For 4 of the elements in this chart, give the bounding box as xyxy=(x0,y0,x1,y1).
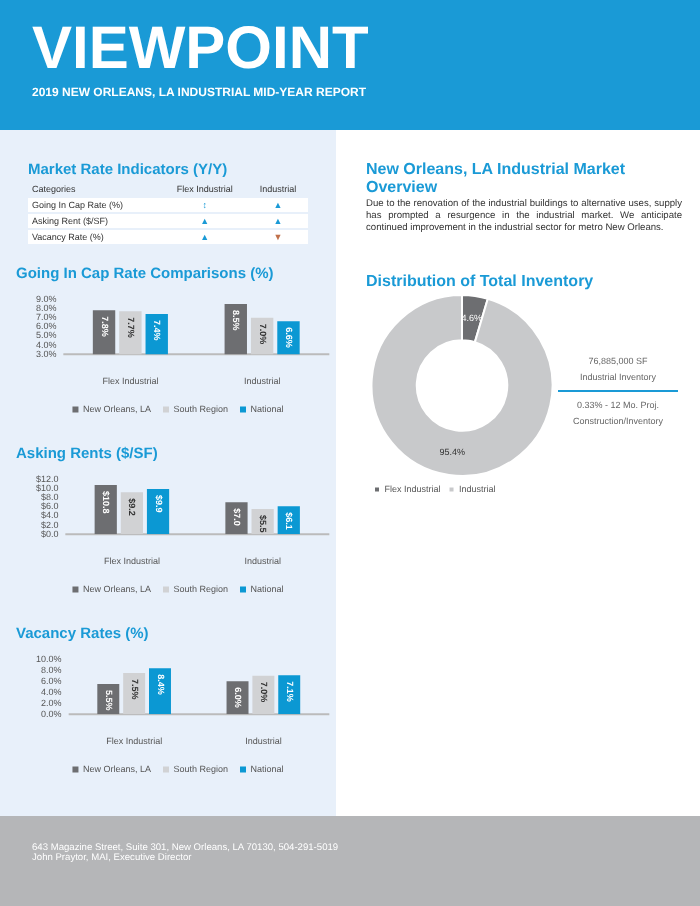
text: New Orleans, LA Industrial Market Overview xyxy=(366,160,628,196)
bar xyxy=(225,502,248,535)
text: VIEWPOINT xyxy=(32,16,371,82)
chart-title: Distribution of Total Inventory xyxy=(366,272,596,290)
